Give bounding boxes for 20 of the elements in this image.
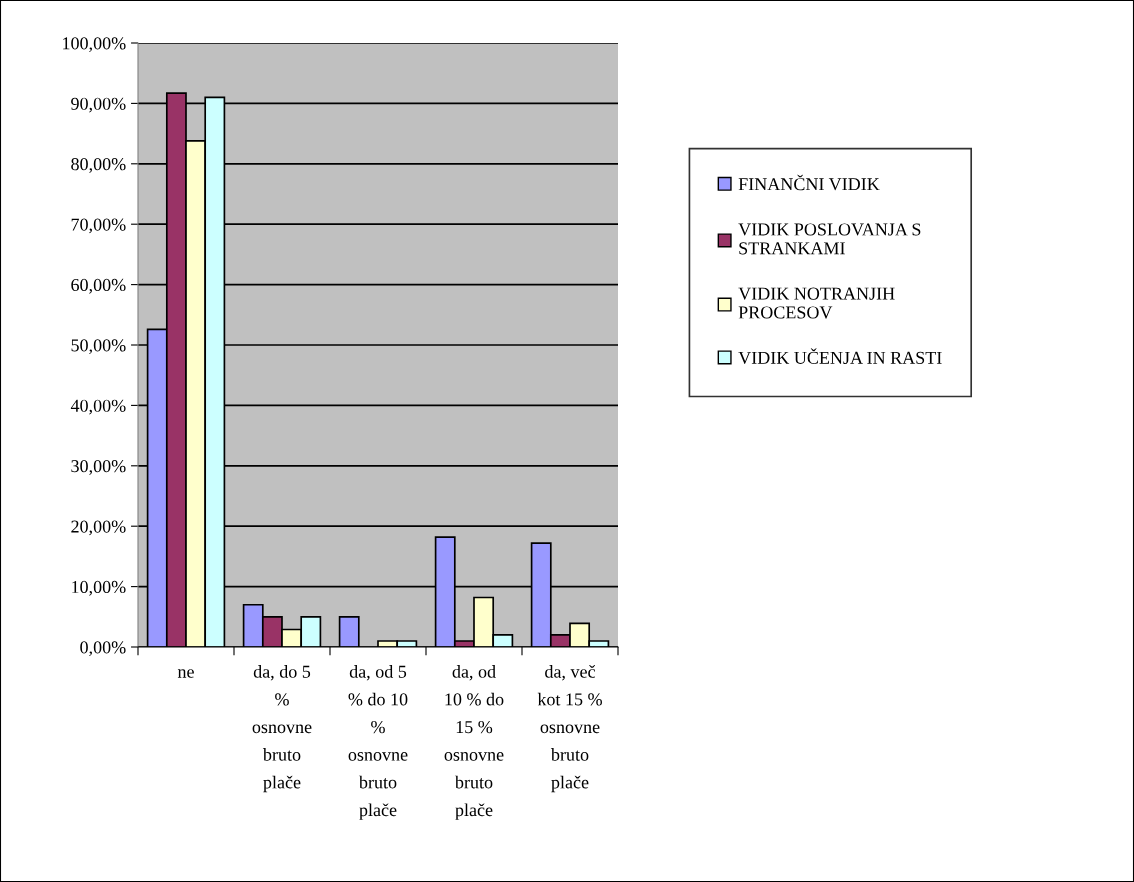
y-tick-label: 10,00% — [72, 580, 126, 596]
legend-label: VIDIK POSLOVANJA S STRANKAMI — [738, 223, 921, 255]
x-tick-label: da, več kot 15 % osnovne bruto plače — [537, 665, 602, 793]
legend-label: FINANČNI VIDIK — [738, 174, 880, 191]
legend-label: VIDIK UČENJA IN RASTI — [738, 348, 942, 365]
y-tick-label: 100,00% — [63, 37, 126, 53]
x-tick-label: da, od 5 % do 10 % osnovne bruto plače — [348, 665, 408, 820]
y-tick-label: 70,00% — [71, 218, 126, 234]
y-tick-label: 60,00% — [71, 278, 126, 294]
y-tick-label: 30,00% — [71, 460, 126, 475]
y-tick-label: 0,00% — [80, 641, 126, 657]
y-tick-label: 80,00% — [71, 158, 126, 173]
y-tick-label: 50,00% — [71, 339, 126, 355]
x-tick-label: da, od 10 % do 15 % osnovne bruto plače — [444, 665, 504, 820]
x-tick-label: ne — [177, 669, 194, 678]
x-tick-label: da, do 5 % osnovne bruto plače — [252, 665, 312, 793]
y-tick-label: 90,00% — [71, 97, 126, 113]
legend-label: VIDIK NOTRANJIH PROCESOV — [738, 287, 895, 319]
y-tick-label: 40,00% — [70, 399, 126, 415]
y-tick-label: 20,00% — [71, 520, 126, 536]
